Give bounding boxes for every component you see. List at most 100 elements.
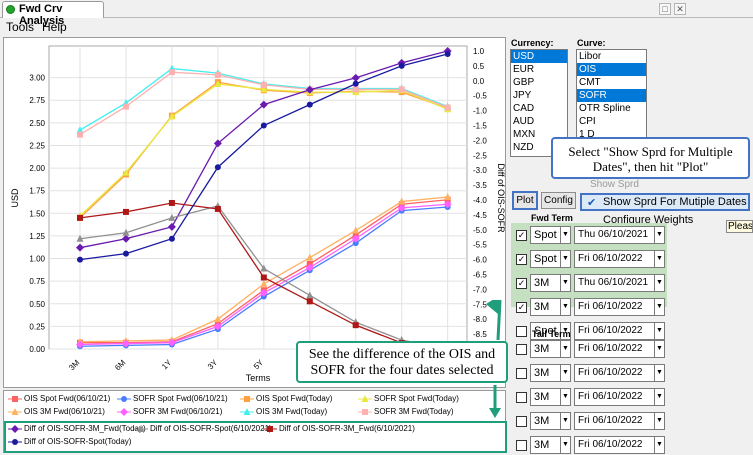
fwd-date-picker[interactable]: Fri 06/10/2022 xyxy=(574,322,655,340)
fwd-checkbox[interactable]: ✓ xyxy=(516,254,527,265)
diff-data-point xyxy=(351,73,360,82)
diff-data-point xyxy=(76,243,84,252)
title-bar: Fwd Crv Analysis □ ✕ xyxy=(0,0,753,27)
chevron-down-icon[interactable]: ▼ xyxy=(654,412,665,430)
y2-tick-label: -1.0 xyxy=(473,107,487,116)
diff-data-point xyxy=(122,228,130,236)
tail-date-picker[interactable]: Fri 06/10/2022 xyxy=(574,388,655,406)
chevron-down-icon[interactable]: ▼ xyxy=(560,340,571,358)
currency-item-jpy[interactable]: JPY xyxy=(513,90,532,101)
diff-data-point xyxy=(77,214,83,221)
legend-marker xyxy=(358,395,372,402)
maximize-icon[interactable]: □ xyxy=(659,3,671,15)
fwd-checkbox[interactable] xyxy=(516,326,527,337)
curve-item-ois[interactable]: OIS xyxy=(577,63,646,76)
currency-item-cad[interactable]: CAD xyxy=(513,103,535,114)
currency-item-aud[interactable]: AUD xyxy=(513,116,535,127)
tail-checkbox[interactable] xyxy=(516,416,527,427)
fwd-date-picker[interactable]: Thu 06/10/2021 xyxy=(574,226,655,244)
chevron-down-icon[interactable]: ▼ xyxy=(560,274,571,292)
y2-tick-label: -6.5 xyxy=(473,271,487,280)
tail-term-select[interactable]: 3M xyxy=(530,388,561,406)
chevron-down-icon[interactable]: ▼ xyxy=(654,298,665,316)
chevron-down-icon[interactable]: ▼ xyxy=(560,364,571,382)
diff-data-point xyxy=(352,322,359,329)
chevron-down-icon[interactable]: ▼ xyxy=(560,250,571,268)
chevron-down-icon[interactable]: ▼ xyxy=(654,250,665,268)
menu-item-show-sprd-multiple[interactable]: ✔ Show Sprd For Mutiple Dates xyxy=(580,193,750,211)
x-axis-label: Terms xyxy=(246,373,271,383)
curve-item-cmt[interactable]: CMT xyxy=(579,77,601,88)
fwd-date-picker[interactable]: Fri 06/10/2022 xyxy=(574,298,655,316)
diff-data-point xyxy=(305,85,314,94)
tail-date-picker[interactable]: Fri 06/10/2022 xyxy=(574,412,655,430)
y2-tick-label: -3.5 xyxy=(473,181,487,190)
chevron-down-icon[interactable]: ▼ xyxy=(560,436,571,454)
fwd-checkbox[interactable]: ✓ xyxy=(516,278,527,289)
currency-item-eur[interactable]: EUR xyxy=(513,64,535,75)
chevron-down-icon[interactable]: ▼ xyxy=(654,436,665,454)
arrow-head-up xyxy=(486,300,501,314)
diff-data-point xyxy=(260,264,268,272)
chevron-down-icon[interactable]: ▼ xyxy=(654,274,665,292)
chevron-down-icon[interactable]: ▼ xyxy=(560,226,571,244)
tail-term-select[interactable]: 3M xyxy=(530,364,561,382)
chevron-down-icon[interactable]: ▼ xyxy=(654,340,665,358)
currency-item-nzd[interactable]: NZD xyxy=(513,142,534,153)
tail-checkbox[interactable] xyxy=(516,368,527,379)
chevron-down-icon[interactable]: ▼ xyxy=(654,388,665,406)
rate-data-point xyxy=(397,203,406,212)
y2-tick-label: -4.0 xyxy=(473,196,487,205)
chevron-down-icon[interactable]: ▼ xyxy=(654,322,665,340)
menu-tools[interactable]: Tools xyxy=(6,20,35,34)
tail-term-select[interactable]: 3M xyxy=(530,340,561,358)
tail-checkbox[interactable] xyxy=(516,440,527,451)
plot-area xyxy=(48,45,468,350)
close-icon[interactable]: ✕ xyxy=(674,3,686,15)
curve-item-otr-spline[interactable]: OTR Spline xyxy=(579,103,631,114)
tail-date-picker[interactable]: Fri 06/10/2022 xyxy=(574,436,655,454)
curve-list[interactable]: Libor OIS CMT SOFR OTR Spline CPI 1 D xyxy=(576,49,647,139)
rate-data-point xyxy=(168,112,176,120)
fwd-term-select[interactable]: Spot xyxy=(530,250,561,268)
fwd-term-select[interactable]: 3M xyxy=(530,298,561,316)
fwd-date-picker[interactable]: Fri 06/10/2022 xyxy=(574,250,655,268)
legend-marker xyxy=(240,396,254,402)
menu-bar: Tools Help xyxy=(0,18,510,36)
tail-date-picker[interactable]: Fri 06/10/2022 xyxy=(574,364,655,382)
y2-tick-label: -7.0 xyxy=(473,285,487,294)
tail-term-select[interactable]: 3M xyxy=(530,412,561,430)
tail-date-picker[interactable]: Fri 06/10/2022 xyxy=(574,340,655,358)
fwd-date-picker[interactable]: Thu 06/10/2021 xyxy=(574,274,655,292)
chevron-down-icon[interactable]: ▼ xyxy=(560,298,571,316)
curve-item-1d[interactable]: 1 D xyxy=(579,129,595,139)
currency-item-usd[interactable]: USD xyxy=(511,50,567,63)
chevron-down-icon[interactable]: ▼ xyxy=(654,364,665,382)
fwd-checkbox[interactable]: ✓ xyxy=(516,302,527,313)
chevron-down-icon[interactable]: ▼ xyxy=(560,322,571,340)
curve-item-sofr[interactable]: SOFR xyxy=(577,89,646,102)
menu-item-show-sprd[interactable]: Show Sprd xyxy=(590,179,639,190)
y2-tick-label: 0.5 xyxy=(473,62,485,71)
config-button[interactable]: Config xyxy=(541,192,576,209)
rate-data-point xyxy=(352,86,359,93)
y2-tick-label: -1.5 xyxy=(473,122,487,131)
tail-checkbox[interactable] xyxy=(516,392,527,403)
legend-label: SOFR 3M Fwd(06/10/21) xyxy=(133,407,223,416)
currency-item-gbp[interactable]: GBP xyxy=(513,77,535,88)
fwd-term-select[interactable]: 3M xyxy=(530,274,561,292)
fwd-checkbox[interactable]: ✓ xyxy=(516,230,527,241)
window-tab[interactable]: Fwd Crv Analysis xyxy=(2,1,104,27)
chevron-down-icon[interactable]: ▼ xyxy=(654,226,665,244)
y2-tick-label: -8.0 xyxy=(473,315,487,324)
currency-item-mxn[interactable]: MXN xyxy=(513,129,536,140)
plot-button[interactable]: Plot xyxy=(513,192,537,209)
tail-checkbox[interactable] xyxy=(516,344,527,355)
tail-term-select[interactable]: 3M xyxy=(530,436,561,454)
chevron-down-icon[interactable]: ▼ xyxy=(560,412,571,430)
curve-item-libor[interactable]: Libor xyxy=(579,51,602,62)
menu-help[interactable]: Help xyxy=(42,20,67,34)
chevron-down-icon[interactable]: ▼ xyxy=(560,388,571,406)
fwd-term-select[interactable]: Spot xyxy=(530,226,561,244)
curve-item-cpi[interactable]: CPI xyxy=(579,116,596,127)
